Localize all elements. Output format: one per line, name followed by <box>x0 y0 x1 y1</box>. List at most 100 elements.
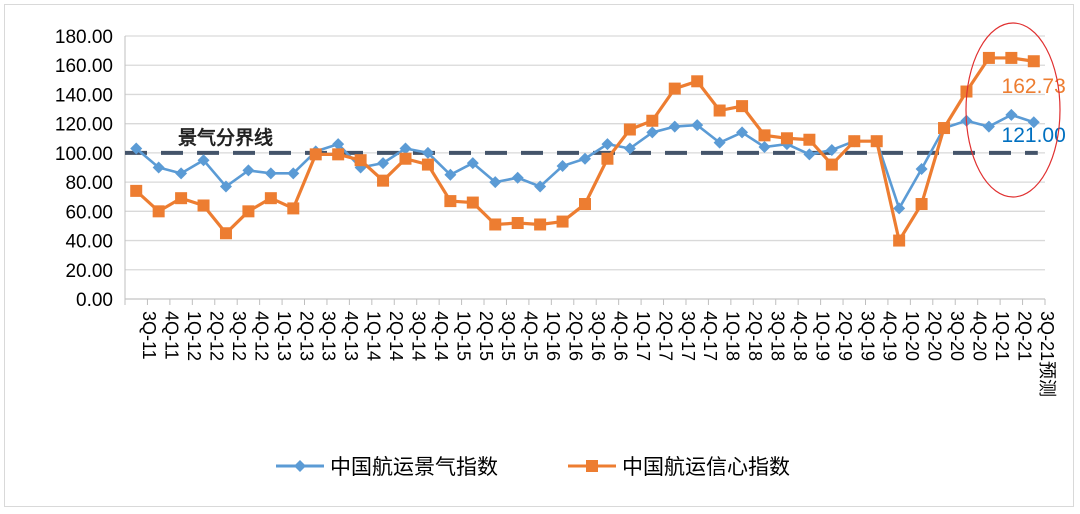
square-marker <box>444 195 457 208</box>
highlight-ellipse <box>965 22 1061 198</box>
square-marker <box>377 174 390 187</box>
x-tick-label: 2Q-12 <box>207 311 227 361</box>
x-tick-label: 2Q-20 <box>925 311 945 361</box>
diamond-marker <box>579 152 591 165</box>
diamond-marker <box>534 180 547 193</box>
y-tick-label: 100.00 <box>55 144 113 165</box>
x-tick-label: 1Q-18 <box>723 311 743 361</box>
x-tick-label: 4Q-13 <box>341 311 361 361</box>
square-marker <box>691 75 704 88</box>
legend-label: 中国航运信心指数 <box>622 456 790 479</box>
x-tick-label: 3Q-13 <box>319 311 339 361</box>
legend-diamond-marker <box>294 460 306 472</box>
square-marker <box>780 132 793 145</box>
x-tick-label: 3Q-21预测 <box>1037 311 1057 397</box>
diamond-marker <box>242 164 255 177</box>
data-label: 121.00 <box>1002 124 1066 147</box>
diamond-marker <box>511 171 524 184</box>
diamond-marker <box>219 180 232 193</box>
square-marker <box>242 205 255 218</box>
x-tick-label: 1Q-20 <box>902 311 922 361</box>
square-marker <box>466 196 479 209</box>
boundary-line-label: 景气分界线 <box>178 126 273 149</box>
y-tick-label: 0.00 <box>76 290 113 311</box>
y-tick-label: 80.00 <box>65 173 113 194</box>
x-tick-label: 2Q-17 <box>655 311 675 361</box>
square-marker <box>287 202 300 215</box>
x-tick-label: 1Q-12 <box>184 311 204 361</box>
x-tick-label: 3Q-20 <box>947 311 967 361</box>
diamond-marker <box>915 162 928 175</box>
square-marker <box>354 154 367 167</box>
x-tick-label: 1Q-17 <box>633 311 653 361</box>
square-marker <box>130 184 143 197</box>
square-marker <box>758 129 771 142</box>
diamond-marker <box>691 119 704 132</box>
x-tick-label: 2Q-21 <box>1014 311 1034 361</box>
square-marker <box>332 148 345 161</box>
square-marker <box>982 51 995 64</box>
square-marker <box>152 205 165 218</box>
x-tick-label: 4Q-18 <box>790 311 810 361</box>
square-marker <box>489 218 502 231</box>
x-tick-label: 4Q-14 <box>431 311 451 361</box>
square-marker <box>668 82 681 95</box>
square-marker <box>601 152 614 165</box>
square-marker <box>803 133 816 146</box>
x-tick-label: 3Q-16 <box>588 311 608 361</box>
square-marker <box>938 122 951 135</box>
x-tick-label: 2Q-14 <box>386 311 406 361</box>
x-tick-label: 4Q-12 <box>251 311 271 361</box>
square-marker <box>623 123 636 136</box>
diamond-marker <box>197 154 210 167</box>
y-tick-label: 120.00 <box>55 115 113 136</box>
square-marker <box>219 227 232 240</box>
legend-label: 中国航运景气指数 <box>330 456 498 479</box>
x-tick-label: 2Q-19 <box>835 311 855 361</box>
x-tick-label: 4Q-15 <box>521 311 541 361</box>
square-marker <box>736 100 749 113</box>
x-tick-label: 3Q-15 <box>498 311 518 361</box>
diamond-marker <box>399 142 412 155</box>
x-tick-label: 4Q-16 <box>610 311 630 361</box>
diamond-marker <box>332 138 345 151</box>
diamond-marker <box>444 168 457 181</box>
diamond-marker <box>152 161 165 174</box>
y-tick-label: 40.00 <box>65 232 113 253</box>
y-tick-label: 140.00 <box>55 85 113 106</box>
diamond-marker <box>175 167 188 180</box>
diamond-marker <box>736 126 749 139</box>
square-marker <box>197 199 210 212</box>
legend-square-marker <box>586 460 598 472</box>
x-tick-label: 4Q-19 <box>880 311 900 361</box>
x-tick-label: 1Q-19 <box>812 311 832 361</box>
square-marker <box>309 148 322 161</box>
diamond-marker <box>466 157 479 170</box>
x-tick-label: 2Q-18 <box>745 311 765 361</box>
x-tick-label: 1Q-13 <box>274 311 294 361</box>
x-tick-label: 1Q-21 <box>992 311 1012 361</box>
square-marker <box>1005 51 1018 64</box>
x-tick-label: 3Q-12 <box>229 311 249 361</box>
x-tick-label: 3Q-19 <box>857 311 877 361</box>
square-marker <box>511 217 524 230</box>
square-marker <box>915 198 928 211</box>
x-tick-label: 3Q-14 <box>408 311 428 361</box>
diamond-marker <box>803 148 816 161</box>
diamond-marker <box>668 120 681 133</box>
diamond-marker <box>825 143 838 156</box>
y-tick-label: 180.00 <box>55 27 113 48</box>
data-label: 162.73 <box>1002 75 1066 98</box>
square-marker <box>848 135 861 148</box>
square-marker <box>893 234 906 247</box>
x-tick-label: 4Q-11 <box>162 311 182 360</box>
square-marker <box>1027 55 1040 68</box>
y-tick-label: 160.00 <box>55 56 113 77</box>
square-marker <box>713 104 726 117</box>
square-marker <box>646 114 659 127</box>
square-marker <box>825 158 838 171</box>
x-tick-label: 4Q-17 <box>700 311 720 361</box>
x-tick-label: 1Q-14 <box>364 311 384 361</box>
diamond-marker <box>287 167 300 180</box>
